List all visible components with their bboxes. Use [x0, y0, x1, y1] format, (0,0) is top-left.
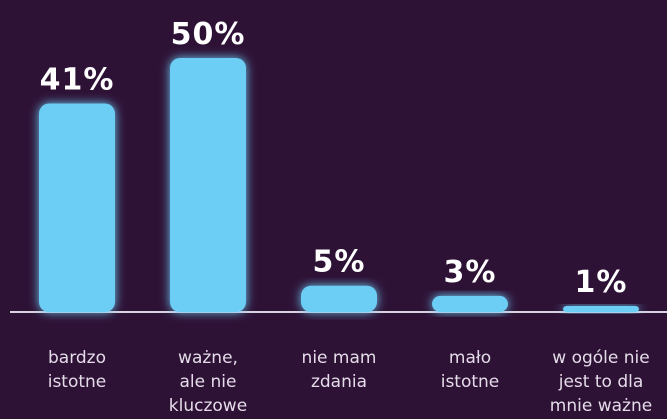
bar: [301, 285, 377, 312]
value-label: 1%: [575, 265, 628, 300]
value-label: 41%: [40, 63, 115, 98]
bar: [170, 58, 246, 312]
bar: [432, 295, 508, 312]
category-label: nie mam zdania: [301, 348, 377, 392]
bar: [563, 305, 639, 312]
value-label: 5%: [313, 245, 366, 280]
bar: [39, 103, 115, 312]
value-label: 3%: [444, 255, 497, 290]
category-label: bardzo istotne: [47, 348, 107, 392]
category-label: w ogóle nie jest to dla mnie ważne: [549, 348, 653, 416]
category-label: ważne, ale nie kluczowe: [168, 348, 248, 416]
category-label: mało istotne: [440, 348, 500, 392]
value-label: 50%: [171, 17, 246, 52]
